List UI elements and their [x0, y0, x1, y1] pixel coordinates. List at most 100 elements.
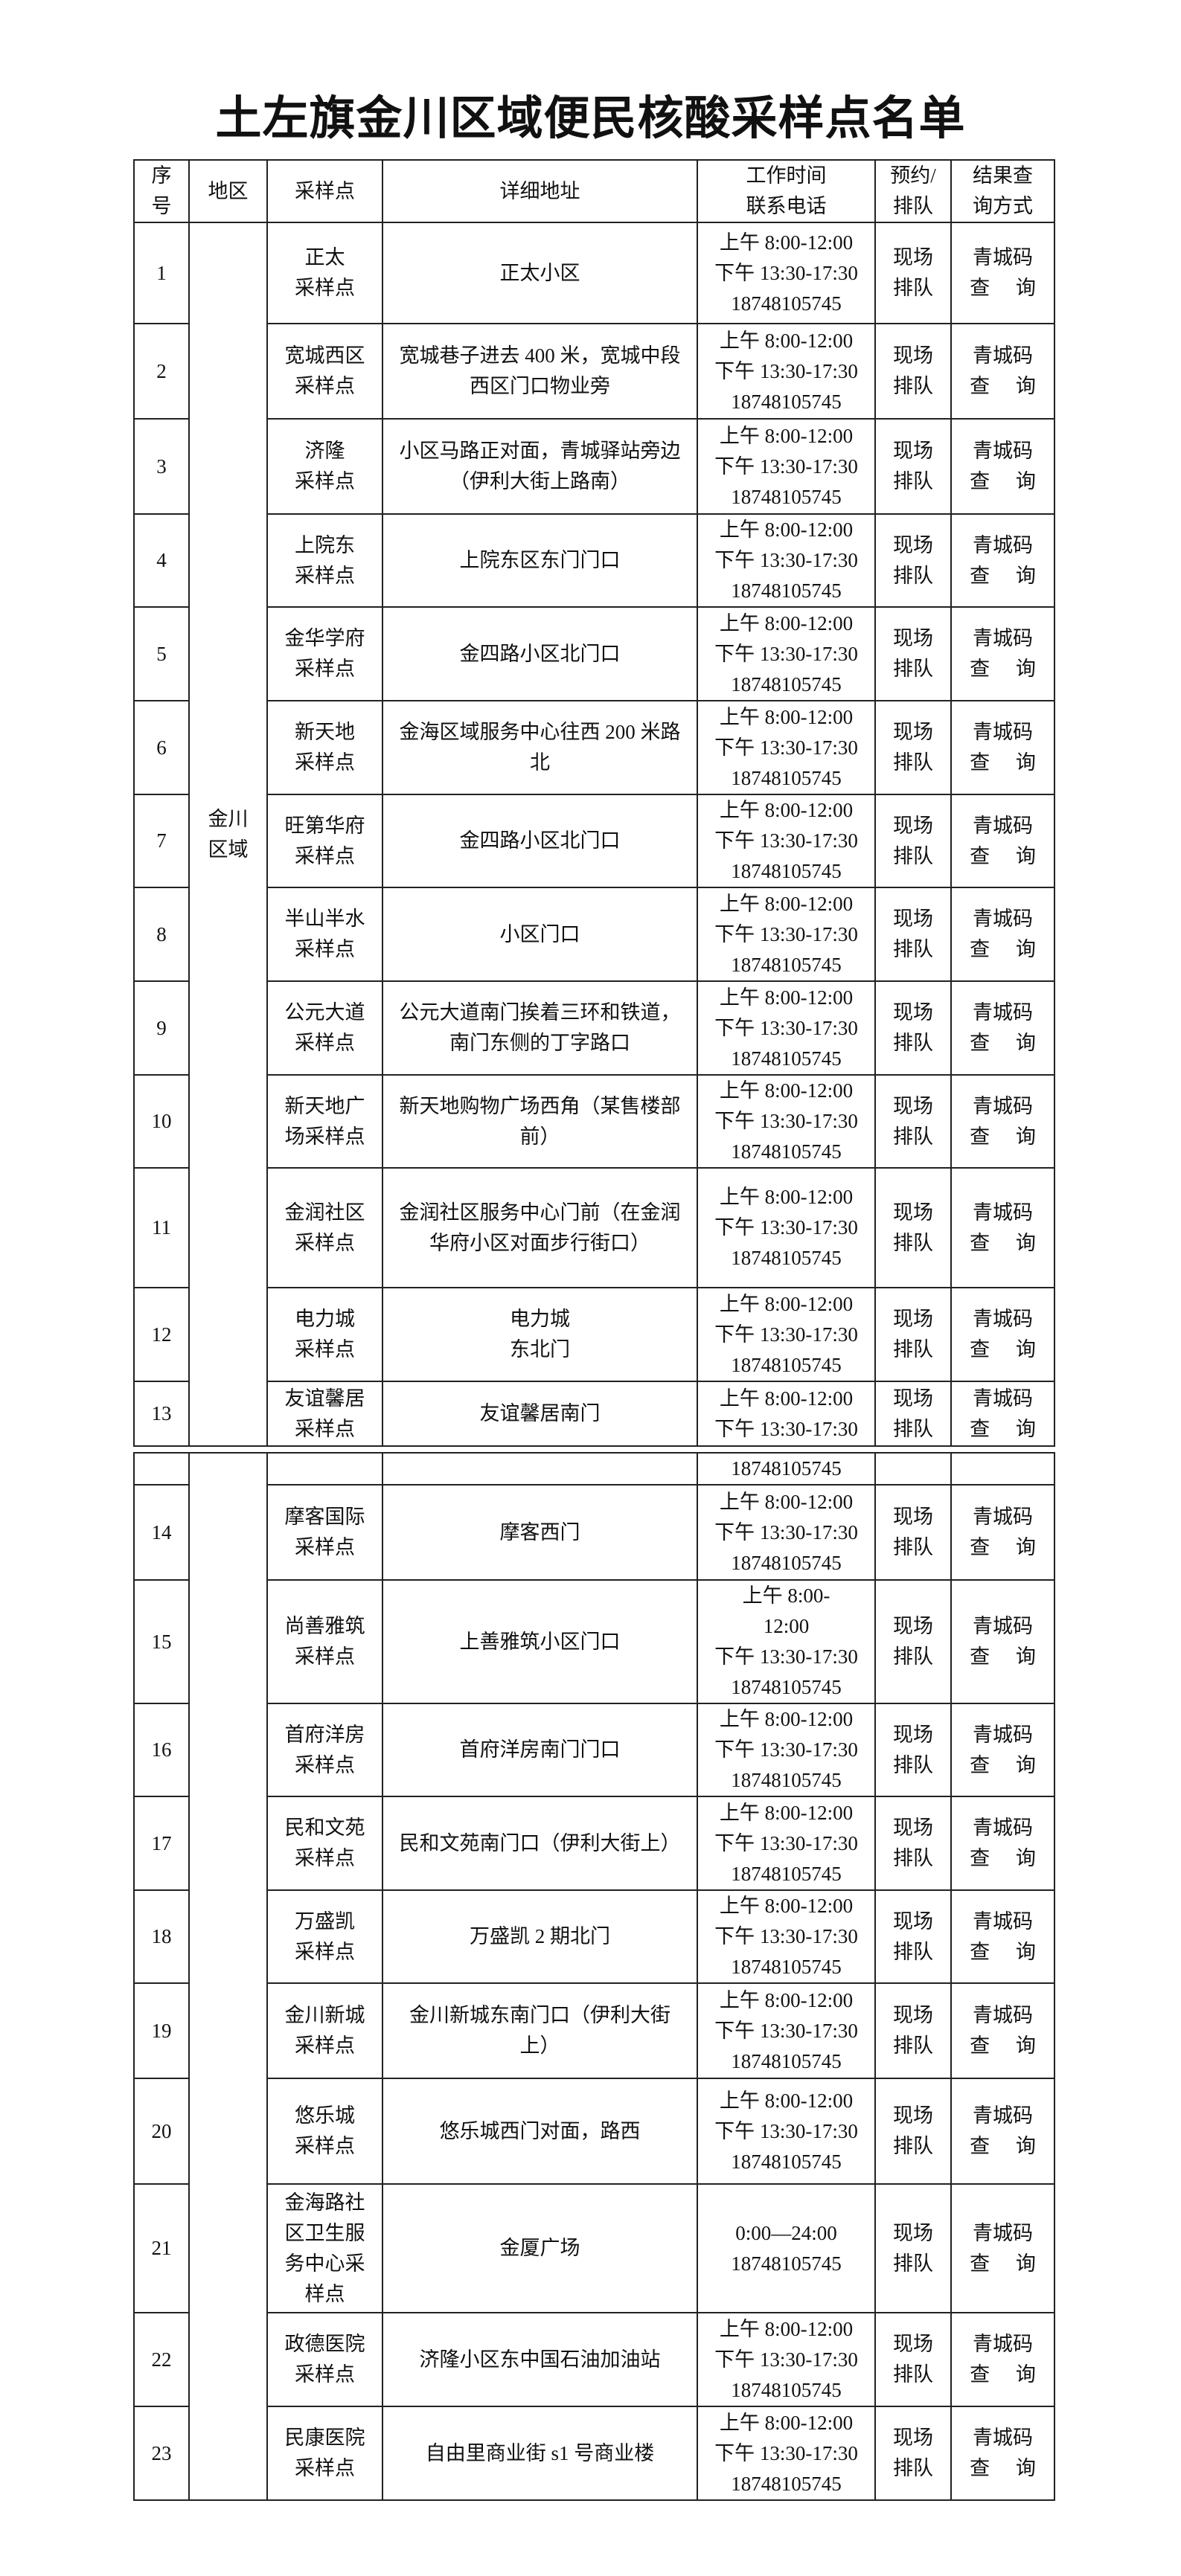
table-row: 9 公元大道 采样点 公元大道南门挨着三环和铁道， 南门东侧的丁字路口 上午 8:00-1… [133, 980, 1055, 1076]
queue-cell-line: 现场 [893, 814, 933, 837]
queue-cell-line: 现场 [893, 246, 933, 269]
index-cell: 2 [133, 323, 190, 420]
site-cell-line: 采样点 [295, 2457, 355, 2479]
table-row: 8 半山半水 采样点 小区门口 上午 8:00-12:00 下午 13:30-17:30 1… [133, 887, 1055, 982]
queue-cell-line: 排队 [893, 2457, 933, 2479]
hours-phone-cell-line: 上午 8:00-12:00 [719, 2317, 854, 2340]
queue-cell-line: 排队 [893, 2135, 933, 2157]
query-method-cell: 青城码查 询 [950, 513, 1055, 608]
address-cell-line: 自由里商业街 s1 号商业楼 [425, 2441, 655, 2464]
address-cell-line: 南门东侧的丁字路口 [449, 1032, 630, 1054]
queue-cell-line: 排队 [893, 375, 933, 397]
hours-phone-cell-line: 上午 8:00-12:00 [719, 986, 854, 1009]
hours-phone-cell-line: 18748105745 [731, 672, 842, 696]
hours-phone-cell: 上午 8:00-12:00 下午 13:30-17:30 18748105745 [697, 1889, 876, 1984]
address-cell: 万盛凯 2 期北门 [382, 1889, 698, 1984]
query-method-cell-line: 查 询 [970, 2457, 1046, 2479]
hours-phone-cell: 上午 8:00-12:00 下午 13:30-17:30 18748105745 [697, 1074, 876, 1169]
hours-phone-cell-line: 上午 8:00-12:00 [719, 1186, 854, 1208]
queue-cell: 现场 排队 [874, 1287, 952, 1382]
hours-phone-cell-line: 18748105745 [731, 2378, 842, 2401]
site-cell-line: 金海路社 [284, 2191, 365, 2214]
address-cell: 自由里商业街 s1 号商业楼 [382, 2406, 698, 2501]
queue-cell: 现场 排队 [874, 2078, 952, 2185]
address-cell: 宽城巷子进去 400 米，宽城中段 西区门口物业旁 [382, 323, 698, 420]
queue-cell-line: 排队 [893, 938, 933, 960]
query-method-cell-line: 查 询 [970, 2252, 1046, 2275]
table-row: 2 宽城西区 采样点 宽城巷子进去 400 米，宽城中段 西区门口物业旁 上午 8:00-… [133, 323, 1055, 420]
site-cell-line: 采样点 [295, 277, 355, 299]
site-cell-line: 场采样点 [284, 1125, 365, 1148]
query-method-cell-line: 查 询 [970, 470, 1046, 492]
queue-cell-line: 现场 [893, 1201, 933, 1224]
header-index-line: 序 [151, 164, 172, 187]
site-cell-line: 采样点 [295, 1231, 355, 1254]
site-cell-line: 政德医院 [284, 2333, 365, 2355]
queue-cell: 现场 排队 [874, 2183, 952, 2313]
query-method-cell-line: 查 询 [970, 1125, 1046, 1148]
site-cell-line: 公元大道 [284, 1001, 365, 1024]
site-cell: 半山半水 采样点 [266, 887, 383, 982]
queue-cell-line: 现场 [893, 1094, 933, 1117]
hours-phone-cell: 上午 8:00-12:00 下午 13:30-17:30 18748105745 [697, 700, 876, 795]
queue-cell-line: 现场 [893, 1817, 933, 1839]
query-method-cell-line: 查 询 [970, 658, 1046, 680]
region-cell-line: 金川 [208, 807, 249, 830]
hours-phone-cell-line: 下午 13:30-17:30 [714, 2348, 858, 2371]
hours-phone-cell-line: 下午 13:30-17:30 [714, 261, 858, 284]
queue-cell-line: 现场 [893, 1308, 933, 1330]
queue-cell-line: 现场 [893, 2426, 933, 2449]
queue-cell-line: 排队 [893, 1125, 933, 1148]
site-cell: 首府洋房 采样点 [266, 1703, 383, 1797]
index-cell: 3 [133, 418, 190, 515]
index-cell: 20 [133, 2078, 190, 2185]
query-method-cell: 青城码查 询 [950, 1889, 1055, 1984]
site-cell: 政德医院 采样点 [266, 2312, 383, 2407]
query-method-cell-line: 查 询 [970, 2135, 1046, 2157]
hours-phone-cell-line: 下午 13:30-17:30 [714, 1925, 858, 1947]
hours-phone-cell-line: 下午 13:30-17:30 [714, 829, 858, 852]
queue-cell: 现场 排队 [874, 1579, 952, 1704]
index-cell: 15 [133, 1579, 190, 1704]
hours-phone-cell: 上午 8:00-12:00 下午 13:30-17:30 18748105745 [697, 606, 876, 701]
address-cell: 金海区域服务中心往西 200 米路北 [382, 700, 698, 795]
index-cell: 11 [133, 1167, 190, 1288]
hours-phone-cell: 上午 8:00-12:00 下午 13:30-17:30 18748105745 [697, 513, 876, 608]
address-cell [382, 1452, 698, 1485]
query-method-cell: 青城码查 询 [950, 1703, 1055, 1797]
hours-phone-cell: 上午 8:00-12:00 下午 13:30-17:30 18748105745 [697, 1287, 876, 1382]
address-cell: 小区马路正对面，青城驿站旁边 （伊利大街上路南） [382, 418, 698, 515]
site-cell-line: 采样点 [295, 1645, 355, 1668]
address-cell: 小区门口 [382, 887, 698, 982]
query-method-cell: 青城码查 询 [950, 222, 1055, 324]
hours-phone-cell-line: 18748105745 [731, 1676, 842, 1698]
query-method-cell: 青城码查 询 [950, 1381, 1055, 1447]
header-query-method-line: 询方式 [973, 195, 1033, 217]
hours-phone-cell-line: 下午 13:30-17:30 [714, 2441, 858, 2464]
address-cell-line: 正太小区 [499, 261, 580, 284]
query-method-cell: 青城码查 询 [950, 1167, 1055, 1288]
address-cell-line: 摩客西门 [499, 1520, 580, 1544]
query-method-cell-line: 查 询 [970, 1231, 1046, 1254]
site-cell-line: 采样点 [295, 1338, 355, 1361]
hours-phone-cell: 上午 8:00-12:00 下午 13:30-17:30 18748105745 [697, 1982, 876, 2079]
header-address: 详细地址 [382, 159, 698, 223]
query-method-cell-line: 查 询 [970, 1032, 1046, 1054]
site-cell-line: 友谊馨居 [284, 1387, 365, 1410]
hours-phone-cell-line: 下午 13:30-17:30 [714, 1520, 858, 1544]
hours-phone-cell-line: 上午 8:00-12:00 [719, 1801, 854, 1824]
site-cell-line: 样点 [304, 2282, 345, 2305]
hours-phone-cell-line: 下午 13:30-17:30 [714, 1016, 858, 1039]
query-method-cell: 青城码查 询 [950, 2406, 1055, 2501]
query-method-cell-line: 青城码 [973, 2104, 1033, 2127]
address-cell: 金润社区服务中心门前（在金润 华府小区对面步行街口） [382, 1167, 698, 1288]
table-row: 11 金润社区 采样点 金润社区服务中心门前（在金润 华府小区对面步行街口） 上午 8:0… [133, 1167, 1055, 1288]
header-address-line: 详细地址 [499, 179, 580, 202]
hours-phone-cell-line: 下午 13:30-17:30 [714, 1216, 858, 1239]
queue-cell-line: 排队 [893, 1417, 933, 1440]
query-method-cell-line: 青城码 [973, 533, 1033, 556]
table-row: 10 新天地广 场采样点 新天地购物广场西角（某售楼部 前） 上午 8:00-12:00 下… [133, 1074, 1055, 1169]
query-method-cell-line: 青城码 [973, 246, 1033, 269]
address-cell-line: 济隆小区东中国石油加油站 [419, 2348, 661, 2371]
hours-phone-cell: 上午 8:00-12:00 下午 13:30-17:30 18748105745 [697, 1484, 876, 1581]
